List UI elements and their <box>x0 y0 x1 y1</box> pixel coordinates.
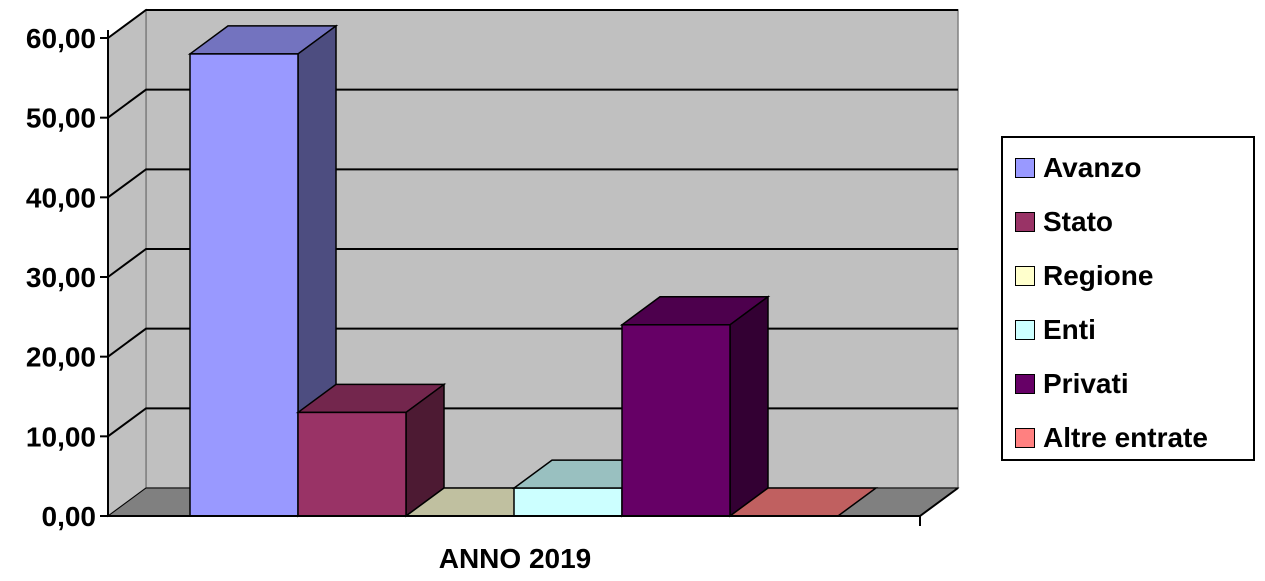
legend-swatch-altre-entrate <box>1015 428 1035 448</box>
gridline <box>107 248 958 278</box>
gridline <box>107 168 958 199</box>
y-tick-label: 10,00 <box>26 421 96 452</box>
bars <box>187 24 879 518</box>
legend-item-enti: Enti <box>1015 310 1096 350</box>
y-tick-labels: 0,00 10,00 20,00 30,00 40,00 50,00 60,00 <box>26 23 108 532</box>
legend-label-avanzo: Avanzo <box>1043 152 1142 183</box>
legend-label-regione: Regione <box>1043 260 1154 291</box>
legend-label-privati: Privati <box>1043 368 1129 399</box>
y-tick-label: 20,00 <box>26 342 96 373</box>
legend-item-regione: Regione <box>1015 256 1153 296</box>
bar-front-avanzo <box>189 53 299 517</box>
legend-swatch-avanzo <box>1015 158 1035 178</box>
bar-front-privati <box>621 324 731 517</box>
legend-swatch-privati <box>1015 374 1035 394</box>
axes <box>107 30 959 526</box>
bar-privati <box>619 295 771 518</box>
legend-item-altre-entrate: Altre entrate <box>1015 418 1208 458</box>
bar-front-stato <box>297 411 407 517</box>
legend-item-privati: Privati <box>1015 364 1129 404</box>
bar-side-privati <box>729 295 769 518</box>
bar-front-enti <box>513 487 623 517</box>
gridline <box>107 9 958 39</box>
legend-swatch-stato <box>1015 212 1035 232</box>
y-tick-label: 50,00 <box>26 103 96 134</box>
bar-stato <box>295 382 447 518</box>
legend-label-stato: Stato <box>1043 206 1113 237</box>
bar-chart: 0,00 10,00 20,00 30,00 40,00 50,00 60,00 ANNO … <box>26 8 960 574</box>
legend-item-avanzo: Avanzo <box>1015 148 1142 188</box>
legend-swatch-regione <box>1015 266 1035 286</box>
y-tick-label: 60,00 <box>26 23 96 54</box>
x-category-label: ANNO 2019 <box>439 543 592 574</box>
legend-item-stato: Stato <box>1015 202 1113 242</box>
y-tick-label: 0,00 <box>42 501 97 532</box>
legend-swatch-enti <box>1015 320 1035 340</box>
gridline <box>107 88 958 119</box>
y-tick-label: 30,00 <box>26 262 96 293</box>
legend-label-enti: Enti <box>1043 314 1096 345</box>
legend-label-altre-entrate: Altre entrate <box>1043 422 1208 453</box>
y-tick-label: 40,00 <box>26 182 96 213</box>
legend: Avanzo Stato Regione Enti Privati Altre … <box>1001 136 1255 461</box>
